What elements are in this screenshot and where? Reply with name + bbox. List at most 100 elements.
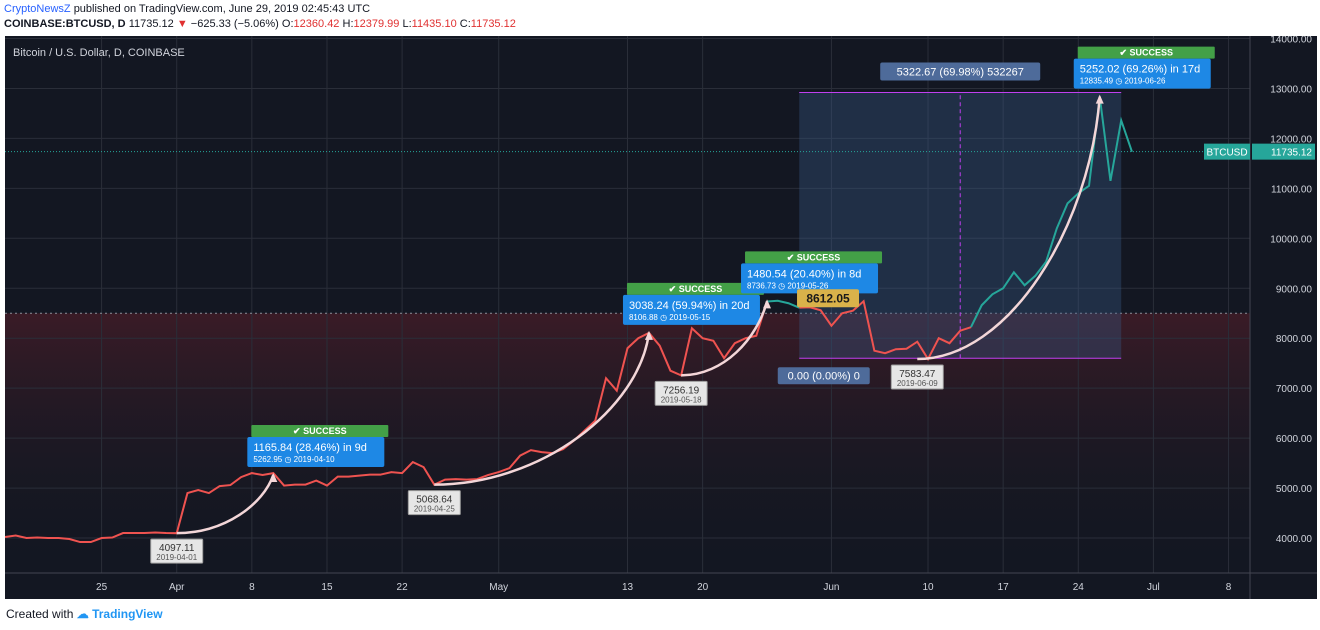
trend-arrow-head: [763, 299, 772, 309]
last-price: 11735.12: [128, 18, 174, 30]
x-tick-label: 25: [96, 582, 108, 593]
range-top-box: [880, 62, 1041, 81]
low-label: L:: [402, 18, 412, 30]
high-value: 8106.88 ◷ 2019-05-15: [629, 313, 711, 322]
x-tick-label: Apr: [169, 582, 185, 593]
low-value: 7583.47: [899, 369, 936, 380]
chart-panel[interactable]: 14000.00 13000.00 12000.00 11000.00 10000.00…: [4, 34, 1317, 599]
high-label: H:: [342, 18, 354, 30]
y-tick-label: 7000.00: [1276, 384, 1313, 395]
author-link[interactable]: CryptoNewsZ: [4, 3, 71, 15]
x-tick-label: 17: [998, 582, 1010, 593]
range-top-label: 5322.67 (69.98%) 532267: [897, 66, 1024, 78]
price-chart[interactable]: 14000.00 13000.00 12000.00 11000.00 10000.00…: [4, 34, 1317, 599]
x-tick-label: 22: [397, 582, 409, 593]
close-label: C:: [459, 18, 471, 30]
gain-callout-box: [1073, 58, 1211, 89]
high-value: 12379.99: [353, 18, 400, 30]
success-label: ✔ SUCCESS: [1119, 48, 1173, 58]
gain-text: 1480.54 (20.40%) in 8d: [747, 268, 861, 280]
low-date: 2019-05-18: [661, 395, 702, 404]
y-tick-label: 8000.00: [1276, 334, 1313, 345]
success-label: ✔ SUCCESS: [787, 252, 841, 262]
gain-text: 1165.84 (28.46%) in 9d: [253, 442, 367, 454]
chart-title: Bitcoin / U.S. Dollar, D, COINBASE: [13, 47, 185, 59]
high-value: 12835.49 ◷ 2019-06-26: [1080, 77, 1166, 86]
y-tick-label: 11000.00: [1271, 184, 1312, 195]
close-value: 11735.12: [470, 18, 516, 30]
success-label: ✔ SUCCESS: [293, 426, 347, 436]
gain-text: 3038.24 (59.94%) in 20d: [629, 300, 749, 312]
price-line-down-phase-2: [799, 299, 972, 362]
footer: Created with ☁ TradingView: [6, 607, 163, 621]
y-tick-label: 14000.00: [1270, 36, 1312, 45]
y-tick-label: 12000.00: [1270, 134, 1312, 145]
y-tick-label: 5000.00: [1276, 484, 1313, 495]
success-label: ✔ SUCCESS: [669, 284, 723, 294]
low-date: 2019-04-25: [414, 505, 455, 514]
gain-callout-box: [247, 436, 385, 467]
open-label: O:: [281, 18, 294, 30]
publish-line: CryptoNewsZ published on TradingView.com…: [4, 3, 370, 15]
x-tick-label: 8: [249, 582, 255, 593]
y-tick-label: 9000.00: [1276, 284, 1313, 295]
trend-arrow-head: [644, 330, 653, 340]
publish-info: published on TradingView.com, June 29, 2…: [73, 3, 371, 15]
price-highlight: 8612.05: [806, 291, 850, 305]
trend-arrow-head: [1095, 94, 1104, 104]
high-value: 8736.73 ◷ 2019-05-26: [747, 281, 829, 290]
success-badge: [1077, 46, 1215, 59]
trend-arrow: [681, 301, 769, 377]
tradingview-brand[interactable]: TradingView: [92, 607, 163, 621]
low-date: 2019-06-09: [897, 379, 938, 388]
range-bottom-label: 0.00 (0.00%) 0: [788, 370, 860, 382]
gain-callout-box: [741, 263, 879, 294]
low-label-box: [407, 490, 461, 516]
open-value: 12360.42: [293, 18, 340, 30]
price-line-up-phase-2: [970, 96, 1133, 328]
high-value: 5262.95 ◷ 2019-04-10: [253, 455, 335, 464]
x-tick-label: 13: [622, 582, 634, 593]
success-badge: [251, 424, 389, 437]
trend-arrow: [176, 474, 275, 535]
low-label-box: [150, 538, 204, 564]
range-bottom-box: [777, 367, 870, 385]
y-tick-label: 4000.00: [1276, 534, 1313, 545]
low-label-box: [890, 364, 944, 390]
x-tick-label: Jul: [1147, 582, 1160, 593]
low-label-box: [654, 380, 708, 406]
success-badge: [745, 251, 883, 264]
low-value: 7256.19: [663, 385, 700, 396]
x-tick-label: 8: [1226, 582, 1232, 593]
y-tick-label: 6000.00: [1276, 434, 1313, 445]
price-highlight-box: [797, 289, 860, 308]
x-tick-label: 24: [1073, 582, 1085, 593]
x-tick-label: May: [489, 582, 508, 593]
gain-callout-box: [622, 294, 760, 325]
last-price-tag: 11735.12: [1271, 148, 1312, 159]
low-date: 2019-04-01: [156, 553, 197, 562]
success-badge: [626, 282, 764, 295]
price-line-down-phase: [4, 301, 768, 544]
price-change: −625.33 (−5.06%): [190, 18, 279, 30]
symbol-label: COINBASE:BTCUSD, D: [4, 18, 126, 30]
down-arrow-icon: ▼: [176, 18, 188, 30]
symbol-tag: BTCUSD: [1206, 148, 1247, 159]
gain-text: 5252.02 (69.26%) in 17d: [1080, 64, 1200, 76]
x-tick-label: 10: [922, 582, 934, 593]
low-value: 5068.64: [416, 495, 453, 506]
trend-arrow-head: [269, 472, 278, 482]
symbol-tag-box: [1204, 143, 1250, 160]
low-value: 11435.10: [411, 18, 457, 30]
created-with-text: Created with: [6, 607, 74, 621]
trend-arrow: [434, 332, 651, 486]
y-tick-label: 10000.00: [1270, 234, 1312, 245]
x-tick-label: 15: [321, 582, 333, 593]
x-tick-label: Jun: [823, 582, 839, 593]
x-tick-label: 20: [697, 582, 709, 593]
price-line-up-phase-1: [766, 299, 800, 309]
tradingview-logo-icon[interactable]: ☁: [76, 607, 89, 621]
ohlc-line: COINBASE:BTCUSD, D 11735.12 ▼ −625.33 (−…: [4, 18, 516, 30]
y-tick-label: 13000.00: [1270, 84, 1312, 95]
low-value: 4097.11: [159, 543, 195, 554]
